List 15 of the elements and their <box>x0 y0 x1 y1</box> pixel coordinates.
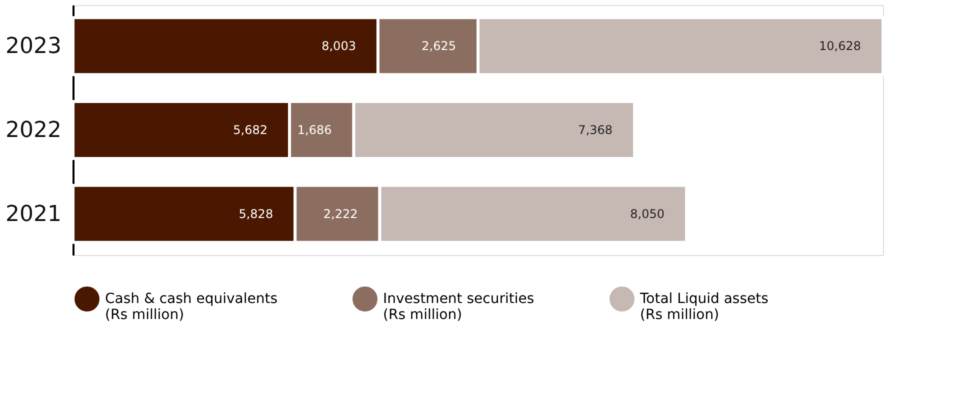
y-tick-label: 2022 <box>6 118 62 143</box>
legend-label: Cash & cash equivalents (Rs million) <box>105 291 278 323</box>
data-label: 5,828 <box>238 206 274 221</box>
y-tick-label: 2021 <box>6 202 62 227</box>
data-label: 8,003 <box>322 39 356 54</box>
data-label: 1,686 <box>297 123 332 137</box>
data-label: 5,682 <box>233 123 268 137</box>
data-label: 8,050 <box>630 206 665 221</box>
data-label: 7,368 <box>578 123 613 137</box>
legend-label: Investment securities (Rs million) <box>383 291 534 323</box>
data-label: 2,222 <box>323 206 358 221</box>
data-label: 10,628 <box>819 39 861 54</box>
legend-label: Total Liquid assets (Rs million) <box>639 291 768 323</box>
data-label: 2,625 <box>422 39 456 54</box>
y-tick-label: 2023 <box>6 34 62 60</box>
